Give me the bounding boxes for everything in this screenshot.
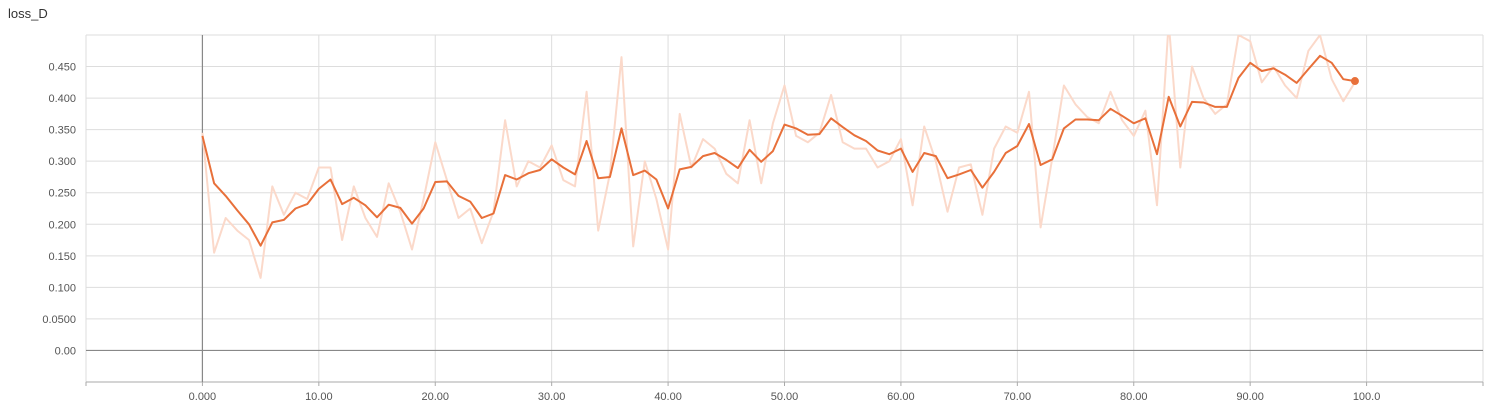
- smoothed-series-line: [201, 54, 1356, 247]
- x-tick-label: 70.00: [1004, 391, 1032, 403]
- chart-title: loss_D: [8, 6, 48, 21]
- x-tick-label: 30.00: [538, 391, 566, 403]
- x-tick-label: 0.000: [189, 391, 217, 403]
- y-tick-label: 0.250: [48, 188, 76, 200]
- x-tick-label: 10.00: [305, 391, 333, 403]
- y-tick-label: 0.200: [48, 219, 76, 231]
- y-tick-label: 0.450: [48, 62, 76, 74]
- raw-series-line: [201, 35, 1356, 279]
- y-tick-label: 0.400: [48, 93, 76, 105]
- y-tick-label: 0.100: [48, 282, 76, 294]
- smoothed-series: [201, 54, 1359, 247]
- axes: 0.00 0.0500 0.100 0.150 0.200 0.250 0.300 0.350…: [42, 35, 1484, 403]
- x-tick-label: 20.00: [421, 391, 449, 403]
- raw-series: [201, 35, 1356, 279]
- last-point-marker[interactable]: [1350, 77, 1359, 86]
- x-tick-label: 100.0: [1353, 391, 1381, 403]
- y-tick-label: 0.300: [48, 156, 76, 168]
- y-tick-label: 0.0500: [42, 314, 76, 326]
- x-tick-label: 50.00: [771, 391, 799, 403]
- x-tick-label: 60.00: [887, 391, 915, 403]
- x-tick-label: 80.00: [1120, 391, 1148, 403]
- y-tick-label: 0.00: [55, 345, 76, 357]
- x-tick-label: 90.00: [1236, 391, 1264, 403]
- x-tick-label: 40.00: [654, 391, 682, 403]
- y-tick-label: 0.350: [48, 125, 76, 137]
- y-tick-label: 0.150: [48, 251, 76, 263]
